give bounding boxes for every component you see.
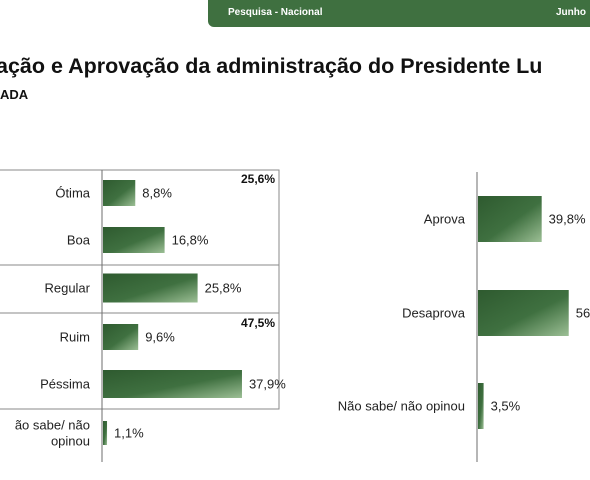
approval-value-nao-sabe-nao-opinou: 3,5% — [491, 399, 521, 414]
group-total-2: 47,5% — [241, 316, 275, 330]
bar-nao-sabe-nao-opinou — [103, 421, 108, 445]
category-label-boa: Boa — [67, 233, 91, 248]
approval-bar-aprova — [478, 196, 542, 242]
group-total-1: 25,6% — [241, 172, 275, 186]
value-label-boa: 16,8% — [172, 233, 209, 248]
approval-bar-desaprova — [478, 290, 569, 336]
approval-value-desaprova: 56 — [576, 306, 590, 321]
value-label-otima: 8,8% — [142, 186, 172, 201]
category-label-otima: Ótima — [55, 186, 90, 201]
approval-chart: Aprova 39,8% Desaprova 56 Não sabe/ não opin… — [338, 172, 590, 462]
category-label-pessima: Péssima — [40, 377, 91, 392]
approval-label-desaprova: Desaprova — [402, 306, 466, 321]
bar-pessima — [103, 370, 242, 398]
approval-label-nao-sabe-nao-opinou: Não sabe/ não opinou — [338, 399, 465, 414]
category-label-ruim: Ruim — [60, 330, 90, 345]
header-survey-label: Pesquisa - Nacional — [228, 7, 323, 18]
bar-boa — [103, 227, 165, 253]
approval-value-aprova: 39,8% — [549, 212, 586, 227]
category-label-nao-sabe-nao-opinou: ão sabe/ não opinou — [15, 418, 90, 449]
value-label-nao-sabe-nao-opinou: 1,1% — [114, 426, 144, 441]
approval-label-aprova: Aprova — [424, 212, 466, 227]
header-bar: Pesquisa - Nacional Junho — [208, 0, 590, 27]
approval-bar-nao-sabe-nao-opinou — [478, 383, 484, 429]
value-label-ruim: 9,6% — [145, 330, 175, 345]
header-date-label: Junho — [556, 7, 586, 18]
page-title: ação e Aprovação da administração do Pre… — [0, 54, 543, 78]
category-label-regular: Regular — [44, 281, 90, 296]
value-label-regular: 25,8% — [205, 281, 242, 296]
bar-otima — [103, 180, 136, 206]
value-label-pessima: 37,9% — [249, 377, 286, 392]
bar-ruim — [103, 324, 139, 350]
bar-regular — [103, 273, 198, 303]
evaluation-chart: Ótima 8,8% Boa 16,8% Regular 25,8% Ruim 9,6% Pés… — [0, 169, 286, 462]
page-subtitle: ADA — [0, 87, 29, 102]
